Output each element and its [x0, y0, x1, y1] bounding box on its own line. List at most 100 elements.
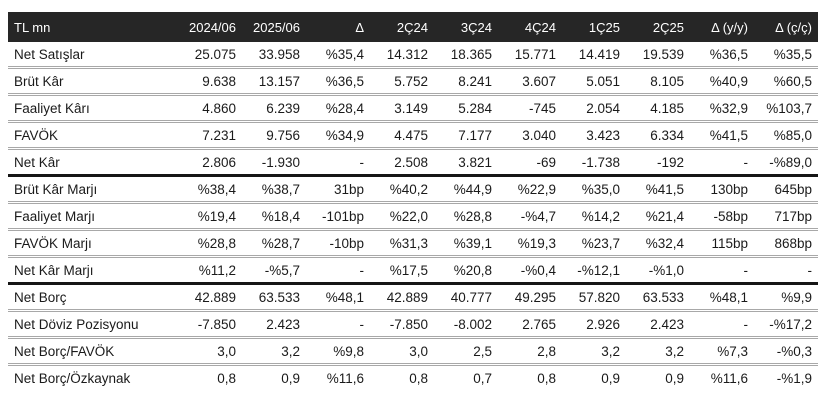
value-cell: -10bp — [306, 229, 370, 258]
value-cell: 2.054 — [562, 94, 626, 123]
value-cell: 3.149 — [370, 94, 434, 123]
row-label: Net Döviz Pozisyonu — [8, 310, 178, 339]
header-cell: 1Ç25 — [562, 12, 626, 42]
value-cell: 7.231 — [178, 121, 242, 150]
value-cell: -745 — [498, 94, 562, 123]
value-cell: %40,9 — [690, 67, 754, 96]
value-cell: %48,1 — [690, 283, 754, 312]
value-cell: %85,0 — [754, 121, 818, 150]
value-cell: 14.312 — [370, 42, 434, 69]
value-cell: %103,7 — [754, 94, 818, 123]
value-cell: %11,6 — [710, 370, 748, 386]
value-cell: 3,0 — [178, 337, 242, 366]
value-cell: %36,5 — [690, 42, 754, 69]
value-cell: -69 — [498, 148, 562, 177]
value-cell: %11,6 — [326, 370, 364, 386]
header-cell-unit-label: TL mn — [8, 12, 178, 42]
value-cell: 0,9 — [665, 370, 684, 386]
table-row: Net Kâr Marjı %11,2 -%5,7- %17,5 %20,8 -%0,4-… — [8, 256, 818, 285]
value-cell: 2.926 — [562, 310, 626, 339]
value-cell: %38,4 — [178, 175, 242, 204]
value-cell: 2.765 — [498, 310, 562, 339]
row-label: Brüt Kâr — [8, 67, 178, 96]
value-cell: %60,5 — [754, 67, 818, 96]
value-cell: 5.284 — [434, 94, 498, 123]
table-row: Brüt Kâr Marjı %38,4 %38,7 31bp %40,2 %44,9 %2… — [8, 175, 818, 204]
header-cell: 2025/06 — [242, 12, 306, 42]
table-row: Brüt Kâr 9.638 13.157 %36,5 5.752 8.241 3.607 5… — [8, 67, 818, 96]
value-cell: 7.177 — [434, 121, 498, 150]
value-cell: 4.860 — [178, 94, 242, 123]
value-cell: %36,5 — [306, 67, 370, 96]
table-row: Net Borç/Özkaynak 0,8 0,9 %11,6 0,8 0,7 0,8 0,9… — [8, 365, 818, 391]
value-cell: %41,5 — [690, 121, 754, 150]
value-cell: %20,8 — [434, 256, 498, 285]
value-cell: 42.889 — [178, 283, 242, 312]
value-cell: -%12,1 — [562, 256, 626, 285]
row-label: FAVÖK Marjı — [8, 229, 178, 258]
value-cell: 3,2 — [562, 337, 626, 366]
value-cell: %7,3 — [690, 337, 754, 366]
value-cell: %35,5 — [754, 42, 818, 69]
value-cell: 31bp — [306, 175, 370, 204]
value-cell: %44,9 — [434, 175, 498, 204]
value-cell: 2.423 — [626, 310, 690, 339]
value-cell: -7.850 — [370, 310, 434, 339]
row-label: Net Borç — [8, 283, 178, 312]
value-cell: 4.475 — [370, 121, 434, 150]
value-cell: 5.752 — [370, 67, 434, 96]
value-cell: 3.607 — [498, 67, 562, 96]
table-row: Faaliyet Marjı %19,4 %18,4 -101bp %22,0 %28,8… — [8, 202, 818, 231]
value-cell: 4.185 — [626, 94, 690, 123]
value-cell: %28,8 — [178, 229, 242, 258]
value-cell: %41,5 — [626, 175, 690, 204]
value-cell: %34,9 — [306, 121, 370, 150]
table-row: Net Borç 42.889 63.533 %48,1 42.889 40.777 49.… — [8, 283, 818, 312]
table-row: Net Satışlar 25.075 33.958 %35,4 14.312 18.36… — [8, 42, 818, 69]
value-cell: %28,7 — [242, 229, 306, 258]
value-cell: 0,7 — [473, 370, 492, 386]
header-cell: 4Ç24 — [498, 12, 562, 42]
value-cell: %18,4 — [242, 202, 306, 231]
value-cell: - — [306, 310, 370, 339]
value-cell: 3.040 — [498, 121, 562, 150]
value-cell: 2.423 — [242, 310, 306, 339]
value-cell: %39,1 — [434, 229, 498, 258]
table-row: Faaliyet Kârı 4.860 6.239 %28,4 3.149 5.284 -7… — [8, 94, 818, 123]
table-row: FAVÖK 7.231 9.756 %34,9 4.475 7.177 3.040 3.423… — [8, 121, 818, 150]
value-cell: 13.157 — [242, 67, 306, 96]
value-cell: -%89,0 — [754, 148, 818, 177]
value-cell: %17,5 — [370, 256, 434, 285]
table-row: FAVÖK Marjı %28,8 %28,7 -10bp %31,3 %39,1 %19,… — [8, 229, 818, 258]
value-cell: 8.241 — [434, 67, 498, 96]
row-label: FAVÖK — [8, 121, 178, 150]
value-cell: - — [306, 148, 370, 177]
value-cell: -%0,3 — [754, 337, 818, 366]
value-cell: -%1,0 — [626, 256, 690, 285]
row-label: Net Borç/Özkaynak — [14, 370, 131, 386]
value-cell: %28,4 — [306, 94, 370, 123]
value-cell: -58bp — [690, 202, 754, 231]
table-header: TL mn 2024/06 2025/06 Δ 2Ç24 3Ç24 4Ç24 1Ç25 2Ç25… — [8, 12, 818, 42]
value-cell: %32,4 — [626, 229, 690, 258]
value-cell: 8.105 — [626, 67, 690, 96]
value-cell: %19,4 — [178, 202, 242, 231]
value-cell: - — [690, 310, 754, 339]
header-cell: Δ (y/y) — [690, 12, 754, 42]
value-cell: %14,2 — [562, 202, 626, 231]
value-cell: - — [306, 256, 370, 285]
header-cell: Δ — [306, 12, 370, 42]
value-cell: 0,8 — [409, 370, 428, 386]
value-cell: 6.239 — [242, 94, 306, 123]
value-cell: %35,4 — [306, 42, 370, 69]
value-cell: 25.075 — [178, 42, 242, 69]
value-cell: 3,0 — [370, 337, 434, 366]
value-cell: 49.295 — [498, 283, 562, 312]
value-cell: %19,3 — [498, 229, 562, 258]
header-cell: 2Ç24 — [370, 12, 434, 42]
value-cell: 63.533 — [242, 283, 306, 312]
header-cell: 3Ç24 — [434, 12, 498, 42]
table-row: Net Borç/FAVÖK 3,0 3,2 %9,8 3,0 2,5 2,8 3,2 3,2%… — [8, 337, 818, 366]
value-cell: 0,8 — [537, 370, 556, 386]
value-cell: -7.850 — [178, 310, 242, 339]
